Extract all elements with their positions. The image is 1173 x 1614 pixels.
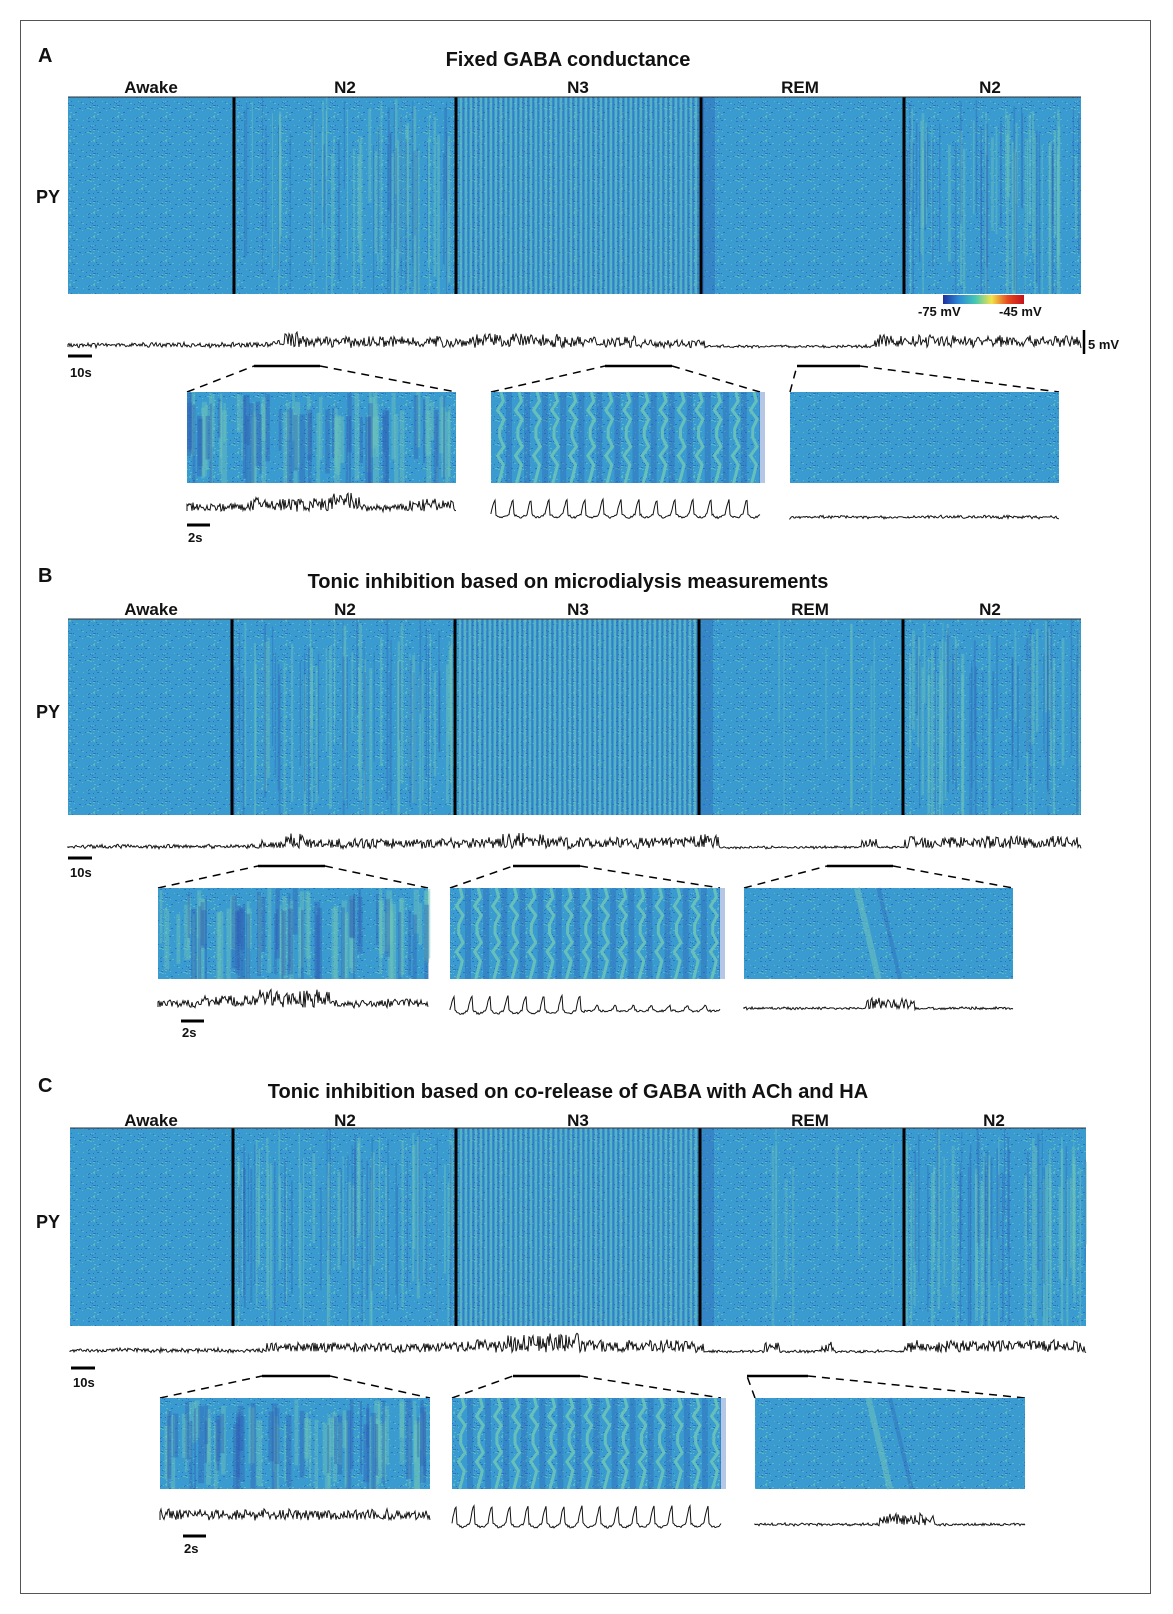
trace-zoom-rem (743, 996, 1014, 1012)
stage-label: N3 (567, 78, 589, 97)
stage-label: N2 (334, 600, 356, 619)
heatmap-zoom-n3 (491, 391, 765, 484)
trace-zoom-rem (789, 514, 1060, 521)
zoom-connector (159, 1374, 1026, 1399)
trace-main (69, 1332, 1087, 1355)
trace-zoom-n2 (186, 492, 457, 514)
time-scale-label: 10s (73, 1375, 95, 1390)
zoom-connector (157, 864, 1014, 889)
stage-label: REM (791, 1111, 829, 1130)
panel-c: C Tonic inhibition based on co-release o… (36, 1075, 1087, 1556)
trace-zoom-n2 (157, 988, 429, 1010)
time-scale-label: 10s (70, 865, 92, 880)
panel-letter: A (38, 45, 52, 67)
stage-label: Awake (124, 1111, 178, 1130)
stage-label: N2 (979, 600, 1001, 619)
trace-zoom-n3 (451, 1503, 722, 1529)
panel-letter: C (38, 1075, 52, 1097)
panel-title: Fixed GABA conductance (446, 49, 691, 71)
row-label: PY (36, 702, 60, 722)
panel-a: A Fixed GABA conductance Awake N2 N3 REM… (36, 45, 1119, 545)
stage-label: REM (781, 78, 819, 97)
row-label: PY (36, 187, 60, 207)
stage-label: Awake (124, 78, 178, 97)
colorbar-min-label: -75 mV (918, 304, 961, 319)
trace-zoom-n3 (490, 497, 761, 520)
trace-zoom-rem (754, 1511, 1026, 1527)
colorbar-max-label: -45 mV (999, 304, 1042, 319)
stage-label: N3 (567, 600, 589, 619)
panel-b: B Tonic inhibition based on microdialysi… (36, 565, 1082, 1040)
stage-label: Awake (124, 600, 178, 619)
time-scale-label: 10s (70, 365, 92, 380)
stage-label: REM (791, 600, 829, 619)
row-label: PY (36, 1212, 60, 1232)
stage-label: N2 (334, 78, 356, 97)
time-scale-label: 2s (184, 1541, 198, 1556)
voltage-scale-label: 5 mV (1088, 337, 1119, 352)
heatmap-main (70, 1127, 1087, 1326)
time-scale-label: 2s (182, 1025, 196, 1040)
panel-title: Tonic inhibition based on co-release of … (268, 1081, 868, 1103)
trace-main (67, 832, 1082, 851)
heatmap-main (68, 96, 1081, 295)
trace-zoom-n2 (159, 1506, 431, 1522)
time-scale-label: 2s (188, 530, 202, 545)
heatmap-zoom-rem (790, 392, 1059, 483)
trace-zoom-n3 (449, 993, 721, 1016)
heatmap-zoom-n3 (450, 887, 725, 980)
panel-letter: B (38, 565, 52, 587)
figure-frame (20, 20, 1151, 1594)
colorbar (943, 295, 1024, 304)
heatmap-zoom-rem (744, 887, 1013, 980)
zoom-connector (186, 364, 1060, 393)
stage-label: N2 (334, 1111, 356, 1130)
trace-main (67, 330, 1082, 350)
stage-label: N2 (979, 78, 1001, 97)
heatmap-zoom-n2 (187, 392, 456, 483)
heatmap-main (68, 618, 1081, 815)
stage-label: N2 (983, 1111, 1005, 1130)
heatmap-zoom-n3 (452, 1397, 726, 1490)
heatmap-zoom-rem (755, 1397, 1025, 1490)
heatmap-zoom-n2 (158, 888, 431, 979)
stage-label: N3 (567, 1111, 589, 1130)
heatmap-zoom-n2 (160, 1398, 430, 1489)
panel-title: Tonic inhibition based on microdialysis … (308, 571, 829, 593)
